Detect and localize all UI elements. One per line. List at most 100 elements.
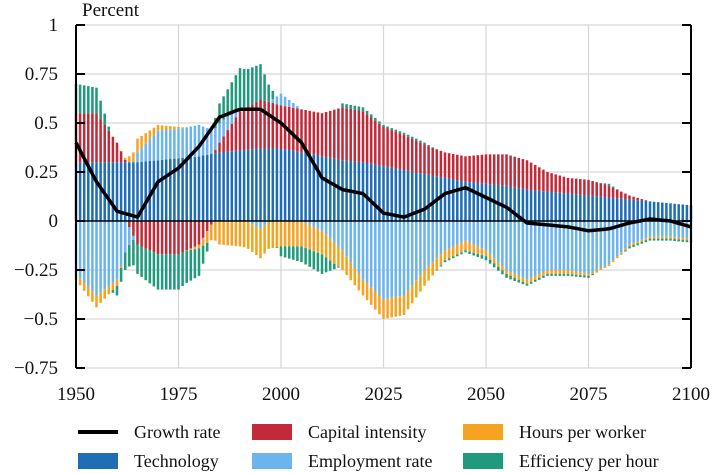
bar-efficiency-per-hour [82, 85, 86, 114]
bar-capital-intensity [579, 179, 582, 195]
bar-employment-rate [394, 221, 398, 298]
bar-hours-per-worker [591, 271, 594, 274]
bar-efficiency-per-hour [439, 265, 443, 267]
bar-hours-per-worker [152, 127, 156, 136]
bar-employment-rate [210, 129, 213, 154]
bar-employment-rate [349, 221, 352, 263]
bar-technology [185, 157, 188, 221]
bar-employment-rate [160, 130, 164, 160]
bar-employment-rate [435, 221, 439, 259]
y-tick-label: −0.25 [14, 260, 58, 281]
bar-capital-intensity [201, 221, 205, 238]
bar-capital-intensity [132, 221, 135, 236]
bar-efficiency-per-hour [398, 131, 402, 134]
bar-capital-intensity [193, 221, 197, 247]
bar-employment-rate [234, 110, 238, 118]
bar-capital-intensity [525, 160, 529, 190]
bar-technology [140, 161, 143, 221]
bar-efficiency-per-hour [222, 96, 225, 120]
bar-efficiency-per-hour [300, 246, 303, 263]
bar-hours-per-worker [570, 270, 574, 275]
bar-employment-rate [550, 221, 553, 270]
bar-hours-per-worker [476, 246, 480, 254]
bar-technology [611, 197, 615, 221]
legend-item-hours-per-worker: Hours per worker [463, 420, 646, 444]
bar-hours-per-worker [484, 250, 488, 257]
bar-employment-rate [595, 221, 598, 270]
bar-capital-intensity [410, 138, 414, 172]
bar-efficiency-per-hour [591, 273, 594, 276]
bar-hours-per-worker [661, 236, 664, 239]
bar-employment-rate [406, 221, 410, 291]
bar-employment-rate [599, 221, 603, 269]
bar-technology [107, 162, 111, 221]
bar-capital-intensity [181, 221, 184, 253]
bar-employment-rate [156, 130, 160, 161]
bar-technology [607, 197, 611, 221]
bar-technology [529, 190, 533, 221]
bar-hours-per-worker [242, 221, 246, 248]
bar-employment-rate [570, 221, 574, 271]
bar-hours-per-worker [525, 279, 529, 284]
bar-employment-rate [611, 221, 615, 261]
bar-employment-rate [439, 221, 443, 255]
bar-hours-per-worker [468, 242, 471, 252]
bar-efficiency-per-hour [341, 103, 344, 108]
bar-hours-per-worker [341, 250, 344, 270]
bar-technology [95, 162, 98, 221]
bar-hours-per-worker [492, 258, 496, 264]
bar-capital-intensity [390, 130, 393, 168]
bar-capital-intensity [152, 221, 156, 253]
bar-hours-per-worker [521, 277, 525, 282]
bar-employment-rate [603, 221, 607, 267]
bar-efficiency-per-hour [640, 241, 644, 244]
bar-technology [566, 193, 570, 221]
bar-efficiency-per-hour [185, 250, 188, 283]
bar-efficiency-per-hour [386, 126, 389, 129]
bar-capital-intensity [374, 120, 377, 165]
y-tick-label: −0.75 [14, 358, 58, 379]
bar-capital-intensity [574, 178, 578, 195]
bar-employment-rate [365, 221, 369, 284]
bar-technology [394, 168, 398, 221]
bar-efficiency-per-hour [603, 183, 607, 185]
bar-efficiency-per-hour [271, 90, 275, 100]
bar-technology [546, 191, 549, 221]
bar-employment-rate [476, 221, 480, 247]
bar-capital-intensity [591, 181, 594, 196]
bar-efficiency-per-hour [361, 107, 365, 112]
bar-technology [324, 157, 328, 221]
bar-employment-rate [460, 221, 463, 243]
bar-employment-rate [410, 221, 414, 286]
bar-capital-intensity [587, 179, 590, 196]
bar-capital-intensity [468, 155, 471, 183]
bar-hours-per-worker [169, 126, 172, 130]
bar-employment-rate [640, 221, 644, 240]
bar-technology [177, 158, 180, 221]
bar-efficiency-per-hour [234, 75, 238, 111]
bar-technology [443, 177, 447, 221]
bar-capital-intensity [136, 221, 139, 245]
bar-employment-rate [91, 221, 94, 292]
bar-hours-per-worker [251, 224, 254, 252]
bar-efficiency-per-hour [443, 260, 447, 263]
bar-hours-per-worker [509, 271, 512, 276]
bar-employment-rate [279, 93, 283, 106]
bar-technology [378, 165, 381, 221]
bar-employment-rate [492, 221, 496, 259]
bar-efficiency-per-hour [292, 246, 295, 260]
bar-hours-per-worker [472, 244, 475, 253]
bar-efficiency-per-hour [480, 255, 484, 259]
legend-label: Technology [134, 450, 219, 471]
bar-efficiency-per-hour [91, 86, 94, 114]
bar-capital-intensity [603, 184, 607, 198]
bar-employment-rate [177, 128, 180, 159]
bar-technology [402, 170, 406, 221]
bar-capital-intensity [361, 111, 365, 163]
bar-hours-per-worker [296, 221, 299, 247]
bar-hours-per-worker [501, 266, 504, 271]
bar-technology [517, 188, 521, 221]
bar-hours-per-worker [160, 125, 164, 131]
bar-technology [468, 182, 471, 221]
bar-capital-intensity [230, 123, 234, 152]
